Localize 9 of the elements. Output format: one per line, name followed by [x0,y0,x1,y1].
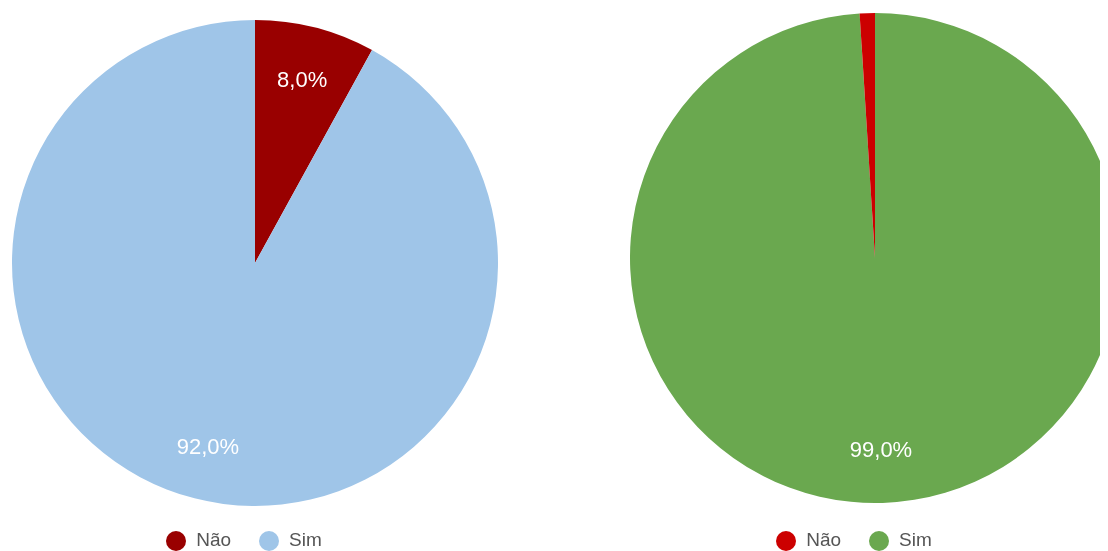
legend-label: Sim [899,529,932,550]
legend-label: Sim [289,529,322,550]
data-label: 8,0% [277,66,328,92]
pie-slice [255,20,373,263]
legend-label: Não [806,529,842,550]
pie-slice [12,20,498,506]
legend-label: Não [196,529,232,550]
data-label: 99,0% [849,436,913,462]
data-label: 92,0% [176,434,240,460]
